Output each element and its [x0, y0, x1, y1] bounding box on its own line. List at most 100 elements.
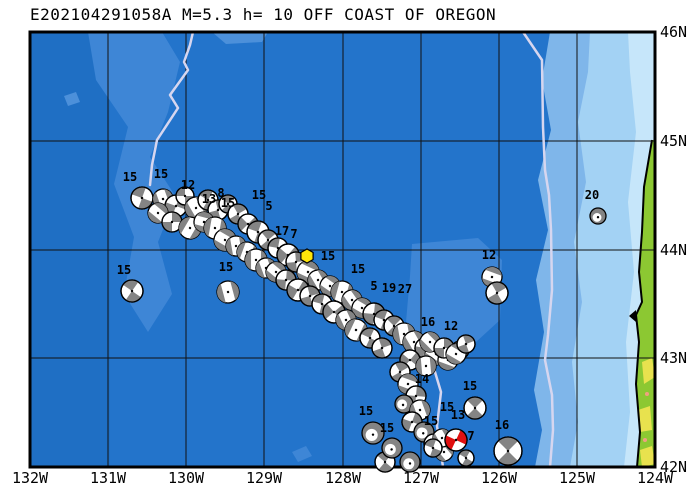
beachball-part — [456, 334, 476, 354]
beachball-part — [454, 352, 458, 356]
beachball-part — [428, 340, 432, 344]
map-frame — [28, 30, 657, 469]
depth-label: 15 — [359, 404, 373, 418]
depth-label: 12 — [482, 248, 496, 262]
beachball-part — [422, 432, 425, 435]
beachball-part — [306, 270, 310, 274]
beachball-part — [418, 408, 422, 412]
beachball-part — [308, 294, 312, 298]
beachball-part — [467, 397, 483, 408]
epicenter-hexagon-marker — [300, 248, 314, 264]
depth-label: 7 — [290, 227, 297, 241]
beachball-part — [368, 336, 372, 340]
beachball-part — [256, 230, 260, 234]
beachball-part — [340, 290, 344, 294]
beachball-part — [420, 338, 434, 352]
beachball-part — [233, 204, 247, 214]
beachball-part — [384, 443, 396, 455]
small-shoal — [64, 92, 80, 106]
beachball-part — [382, 318, 386, 322]
beachball-part — [371, 337, 393, 359]
depth-label: 15 — [463, 379, 477, 393]
beachball-part — [446, 353, 462, 364]
beachball-part — [226, 237, 234, 256]
beachball-part — [286, 270, 296, 281]
beachball-part — [174, 204, 178, 208]
beachball-part — [354, 328, 358, 332]
beachball-part — [365, 428, 378, 442]
beachball-part — [440, 436, 444, 440]
beachball-part — [226, 290, 230, 294]
depth-label: 15 — [252, 188, 266, 202]
beachball-part — [217, 283, 226, 303]
beachball-part — [277, 247, 288, 264]
beachball-part — [414, 394, 418, 398]
beachball — [456, 334, 476, 354]
beachball-part — [301, 261, 319, 272]
beachball-part — [372, 312, 376, 316]
beachball-part — [444, 428, 468, 452]
beachball — [589, 207, 607, 225]
depth-label: 17 — [275, 224, 289, 238]
beachball-part — [170, 220, 174, 224]
depth-label: 14 — [415, 372, 429, 386]
beachball-part — [454, 438, 458, 442]
beachball-part — [213, 226, 217, 230]
beachball-part — [287, 284, 298, 300]
beachball-part — [596, 216, 600, 219]
lat-tick-label: 43N — [660, 349, 688, 367]
beachball-part — [487, 293, 503, 304]
lon-tick-label: 127W — [402, 469, 440, 487]
beachball-part — [459, 450, 470, 458]
beachball-part — [406, 382, 410, 386]
beachball — [415, 355, 437, 377]
beachball-part — [408, 358, 412, 362]
depth-label: 16 — [421, 315, 435, 329]
beachball — [275, 269, 297, 291]
bottom-shoal — [292, 446, 312, 462]
beachball-part — [130, 289, 134, 293]
depth-label: 15 — [440, 400, 454, 414]
beachball-part — [274, 270, 278, 274]
beachball-part — [462, 458, 473, 466]
beachball-part — [221, 195, 235, 204]
beachball-part — [350, 298, 354, 302]
beachball-part — [185, 201, 197, 219]
beachball-part — [416, 357, 423, 376]
beachball — [130, 186, 154, 210]
beachball-part — [380, 346, 384, 350]
land-lowland-patch — [640, 446, 655, 467]
land-lowland-patch — [638, 406, 652, 432]
beachball-part — [457, 449, 475, 467]
beachball-part — [434, 348, 444, 358]
depth-label: 15 — [321, 249, 335, 263]
beachball-part — [154, 203, 168, 216]
beachball-part — [226, 202, 230, 206]
top-shoal — [212, 32, 268, 44]
beachball-part — [206, 198, 210, 202]
beachball-part — [172, 212, 182, 222]
beachball-part — [156, 211, 160, 215]
beachball-part — [125, 291, 142, 302]
beachball-part — [467, 408, 483, 419]
beachball-part — [408, 462, 412, 465]
depth-label: 15 — [219, 260, 233, 274]
continental-margin-line — [521, 30, 555, 469]
beachball-part — [130, 186, 154, 210]
beachball-part — [261, 230, 276, 240]
beachball-part — [360, 306, 364, 310]
depth-label: 15 — [117, 263, 131, 277]
lat-tick-label: 45N — [660, 132, 688, 150]
beachball-part — [386, 316, 402, 326]
beachball-part — [463, 396, 487, 420]
beachball-part — [176, 187, 185, 196]
beachball-part — [442, 346, 446, 350]
beachball-part — [410, 420, 414, 424]
beachball-part — [323, 303, 334, 320]
depth-label: 27 — [398, 282, 412, 296]
beachball-part — [199, 190, 213, 200]
beachball-part — [363, 313, 374, 325]
beachball-part — [245, 250, 252, 270]
beachball-part — [256, 261, 265, 278]
